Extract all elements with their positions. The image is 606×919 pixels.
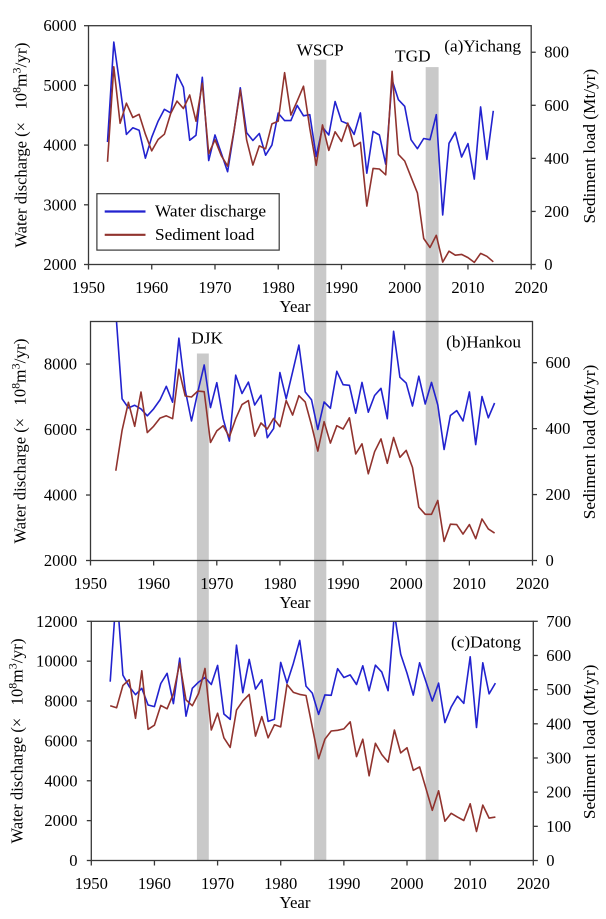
svg-text:1990: 1990	[326, 574, 359, 593]
svg-text:0: 0	[546, 551, 554, 570]
svg-text:100: 100	[546, 817, 571, 836]
svg-text:Sediment load (Mt/yr): Sediment load (Mt/yr)	[580, 69, 599, 224]
svg-text:2010: 2010	[454, 874, 487, 893]
svg-text:4000: 4000	[44, 771, 77, 790]
svg-text:Sediment load: Sediment load	[155, 225, 255, 244]
svg-text:1950: 1950	[75, 874, 108, 893]
svg-text:2000: 2000	[390, 874, 423, 893]
svg-text:200: 200	[546, 485, 571, 504]
svg-text:DJK: DJK	[191, 328, 223, 347]
svg-text:1960: 1960	[138, 874, 171, 893]
svg-text:1950: 1950	[74, 574, 107, 593]
svg-text:400: 400	[546, 419, 571, 438]
svg-text:600: 600	[544, 96, 569, 115]
svg-text:(a)Yichang: (a)Yichang	[444, 37, 521, 56]
svg-text:WSCP: WSCP	[297, 40, 344, 59]
svg-text:1990: 1990	[325, 278, 358, 297]
svg-text:Water discharge (× 108m3/yr): Water discharge (× 108m3/yr)	[9, 338, 30, 543]
svg-text:Water discharge (× 108m3/yr): Water discharge (× 108m3/yr)	[10, 43, 31, 248]
svg-text:2010: 2010	[453, 574, 486, 593]
svg-text:0: 0	[69, 851, 77, 870]
svg-text:0: 0	[544, 255, 552, 274]
svg-text:(c)Datong: (c)Datong	[451, 632, 521, 651]
svg-text:2000: 2000	[43, 255, 76, 274]
svg-text:5000: 5000	[43, 76, 76, 95]
svg-text:10000: 10000	[36, 652, 77, 671]
svg-text:2000: 2000	[44, 811, 77, 830]
svg-text:3000: 3000	[43, 195, 76, 214]
svg-text:2000: 2000	[388, 278, 421, 297]
svg-text:2020: 2020	[516, 574, 549, 593]
svg-text:(b)Hankou: (b)Hankou	[446, 333, 521, 352]
svg-text:2000: 2000	[44, 551, 77, 570]
svg-text:1970: 1970	[198, 278, 231, 297]
svg-text:Water discharge: Water discharge	[155, 202, 266, 221]
svg-text:2020: 2020	[517, 874, 550, 893]
svg-text:6000: 6000	[43, 16, 76, 35]
svg-text:Year: Year	[280, 593, 311, 612]
svg-text:700: 700	[546, 612, 571, 631]
svg-text:2000: 2000	[390, 574, 423, 593]
svg-text:8000: 8000	[44, 692, 77, 711]
svg-text:Year: Year	[280, 297, 311, 316]
svg-text:12000: 12000	[36, 612, 77, 631]
svg-text:Water discharge (× 108m3/yr): Water discharge (× 108m3/yr)	[6, 638, 27, 843]
svg-text:1980: 1980	[264, 874, 297, 893]
svg-text:1960: 1960	[135, 278, 168, 297]
svg-text:600: 600	[546, 353, 571, 372]
svg-text:600: 600	[546, 646, 571, 665]
svg-text:0: 0	[546, 851, 554, 870]
svg-text:Sediment load (Mt/yr): Sediment load (Mt/yr)	[580, 365, 599, 520]
svg-text:4000: 4000	[43, 136, 76, 155]
svg-text:1960: 1960	[137, 574, 170, 593]
svg-text:800: 800	[544, 43, 569, 62]
svg-text:1980: 1980	[263, 574, 296, 593]
svg-text:400: 400	[544, 149, 569, 168]
svg-text:TGD: TGD	[395, 47, 431, 66]
svg-text:500: 500	[546, 680, 571, 699]
svg-text:2020: 2020	[515, 278, 548, 297]
svg-text:2010: 2010	[451, 278, 484, 297]
svg-text:200: 200	[546, 783, 571, 802]
svg-text:6000: 6000	[44, 420, 77, 439]
svg-text:1970: 1970	[201, 874, 234, 893]
svg-text:300: 300	[546, 748, 571, 767]
svg-text:1950: 1950	[72, 278, 105, 297]
svg-text:1990: 1990	[327, 874, 360, 893]
svg-text:1970: 1970	[200, 574, 233, 593]
svg-text:200: 200	[544, 202, 569, 221]
svg-text:1980: 1980	[262, 278, 295, 297]
svg-text:Sediment load (Mt/yr): Sediment load (Mt/yr)	[580, 665, 599, 820]
svg-text:Year: Year	[280, 893, 311, 912]
svg-text:4000: 4000	[44, 486, 77, 505]
svg-text:400: 400	[546, 714, 571, 733]
svg-text:8000: 8000	[44, 355, 77, 374]
svg-text:6000: 6000	[44, 731, 77, 750]
